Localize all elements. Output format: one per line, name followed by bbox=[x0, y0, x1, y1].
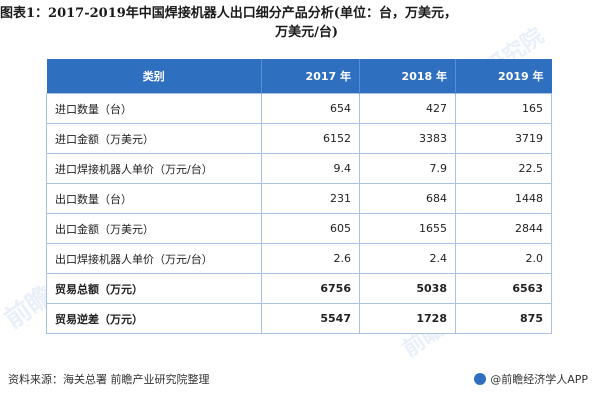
row-label: 进口金额（万美元） bbox=[46, 123, 262, 154]
row-label: 贸易总额（万元） bbox=[46, 273, 262, 304]
cell-value: 231 bbox=[261, 183, 360, 214]
footer: 资料来源：海关总署 前瞻产业研究院整理 @前瞻经济学人APP bbox=[8, 371, 588, 389]
table-row: 出口数量（台） 231 684 1448 bbox=[46, 183, 552, 214]
cell-value: 7.9 bbox=[359, 153, 456, 184]
column-header-2018: 2018 年 bbox=[359, 59, 456, 94]
cell-value: 2.4 bbox=[359, 243, 456, 274]
cell-value: 22.5 bbox=[455, 153, 552, 184]
cell-value: 5547 bbox=[261, 303, 360, 334]
row-label: 进口焊接机器人单价（万元/台） bbox=[46, 153, 262, 184]
row-label: 进口数量（台） bbox=[46, 93, 262, 124]
cell-value: 165 bbox=[455, 93, 552, 124]
data-table: 类别 2017 年 2018 年 2019 年 进口数量（台） 654 427 165… bbox=[46, 59, 552, 334]
table-row: 进口焊接机器人单价（万元/台） 9.4 7.9 22.5 bbox=[46, 153, 552, 184]
table-row: 贸易总额（万元） 6756 5038 6563 bbox=[46, 273, 552, 304]
title-line-1: 图表1：2017-2019年中国焊接机器人出口细分产品分析(单位：台，万美元， bbox=[0, 6, 457, 21]
cell-value: 1655 bbox=[359, 213, 456, 244]
cell-value: 427 bbox=[359, 93, 456, 124]
chart-title: 图表1：2017-2019年中国焊接机器人出口细分产品分析(单位：台，万美元， … bbox=[0, 4, 588, 42]
column-header-2019: 2019 年 bbox=[455, 59, 552, 94]
table-row: 出口金额（万美元） 605 1655 2844 bbox=[46, 213, 552, 244]
row-label: 出口焊接机器人单价（万元/台） bbox=[46, 243, 262, 274]
table-row: 进口金额（万美元） 6152 3383 3719 bbox=[46, 123, 552, 154]
brand-text: @前瞻经济学人APP bbox=[490, 373, 588, 386]
cell-value: 6756 bbox=[261, 273, 360, 304]
cell-value: 1728 bbox=[359, 303, 456, 334]
cell-value: 875 bbox=[455, 303, 552, 334]
cell-value: 2.0 bbox=[455, 243, 552, 274]
cell-value: 3383 bbox=[359, 123, 456, 154]
table-header-row: 类别 2017 年 2018 年 2019 年 bbox=[46, 59, 552, 94]
brand-logo-icon bbox=[474, 373, 487, 385]
table-row: 出口焊接机器人单价（万元/台） 2.6 2.4 2.0 bbox=[46, 243, 552, 274]
cell-value: 6152 bbox=[261, 123, 360, 154]
cell-value: 1448 bbox=[455, 183, 552, 214]
cell-value: 5038 bbox=[359, 273, 456, 304]
row-label: 贸易逆差（万元） bbox=[46, 303, 262, 334]
cell-value: 605 bbox=[261, 213, 360, 244]
cell-value: 6563 bbox=[455, 273, 552, 304]
cell-value: 2.6 bbox=[261, 243, 360, 274]
row-label: 出口金额（万美元） bbox=[46, 213, 262, 244]
brand-credit: @前瞻经济学人APP bbox=[474, 371, 588, 387]
cell-value: 654 bbox=[261, 93, 360, 124]
title-line-2: 万美元/台) bbox=[275, 25, 338, 40]
cell-value: 9.4 bbox=[261, 153, 360, 184]
column-header-category: 类别 bbox=[46, 59, 262, 94]
cell-value: 3719 bbox=[455, 123, 552, 154]
cell-value: 2844 bbox=[455, 213, 552, 244]
cell-value: 684 bbox=[359, 183, 456, 214]
row-label: 出口数量（台） bbox=[46, 183, 262, 214]
source-note: 资料来源：海关总署 前瞻产业研究院整理 bbox=[8, 373, 210, 386]
column-header-2017: 2017 年 bbox=[261, 59, 360, 94]
table-row: 进口数量（台） 654 427 165 bbox=[46, 93, 552, 124]
table-row: 贸易逆差（万元） 5547 1728 875 bbox=[46, 303, 552, 334]
